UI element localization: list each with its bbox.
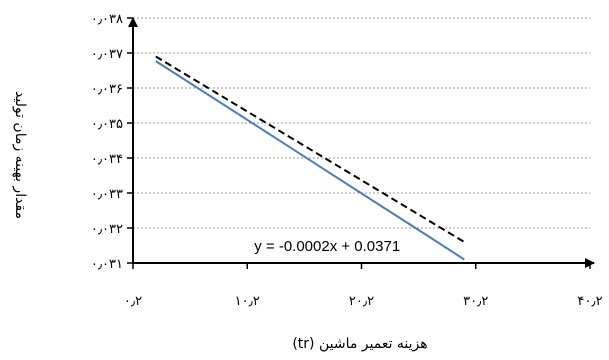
y-tick-label: ۰٫۰۳۸	[91, 12, 123, 27]
trendline-equation: y = -0.0002x + 0.0371	[254, 238, 400, 255]
y-tick-label: ۰٫۰۳۴	[91, 152, 123, 167]
y-tick-label: ۰٫۰۳۲	[91, 222, 123, 237]
x-tick-label: ۴۰٫۲	[577, 294, 602, 309]
trendline	[155, 55, 465, 243]
x-tick-label: ۰٫۲	[124, 294, 142, 309]
x-tick-label: ۳۰٫۲	[463, 294, 488, 309]
x-tick-label: ۱۰٫۲	[235, 294, 260, 309]
annotations: y = -0.0002x + 0.0371	[254, 238, 400, 255]
tick-labels: ۰٫۰۳۱ ۰٫۰۳۲ ۰٫۰۳۳ ۰٫۰۳۴ ۰٫۰۳۵ ۰٫۰۳۶ ۰٫۰۳۷ ۰٫۰۳۸…	[91, 12, 603, 309]
gridlines	[133, 17, 590, 229]
y-axis-title: مقدار بهینه زمان تولید	[12, 91, 28, 219]
data-series-line	[155, 60, 465, 261]
x-axis-title: هزینه تعمیر ماشین (tr)	[292, 336, 427, 352]
y-tick-label: ۰٫۰۳۵	[91, 117, 123, 132]
y-tick-label: ۰٫۰۳۷	[91, 47, 123, 62]
y-tick-label: ۰٫۰۳۶	[91, 82, 123, 97]
y-tick-label: ۰٫۰۳۳	[91, 187, 123, 202]
y-tick-label: ۰٫۰۳۱	[91, 257, 123, 272]
x-tick-label: ۲۰٫۲	[349, 294, 374, 309]
series-layer	[155, 55, 465, 261]
axes	[128, 17, 595, 268]
